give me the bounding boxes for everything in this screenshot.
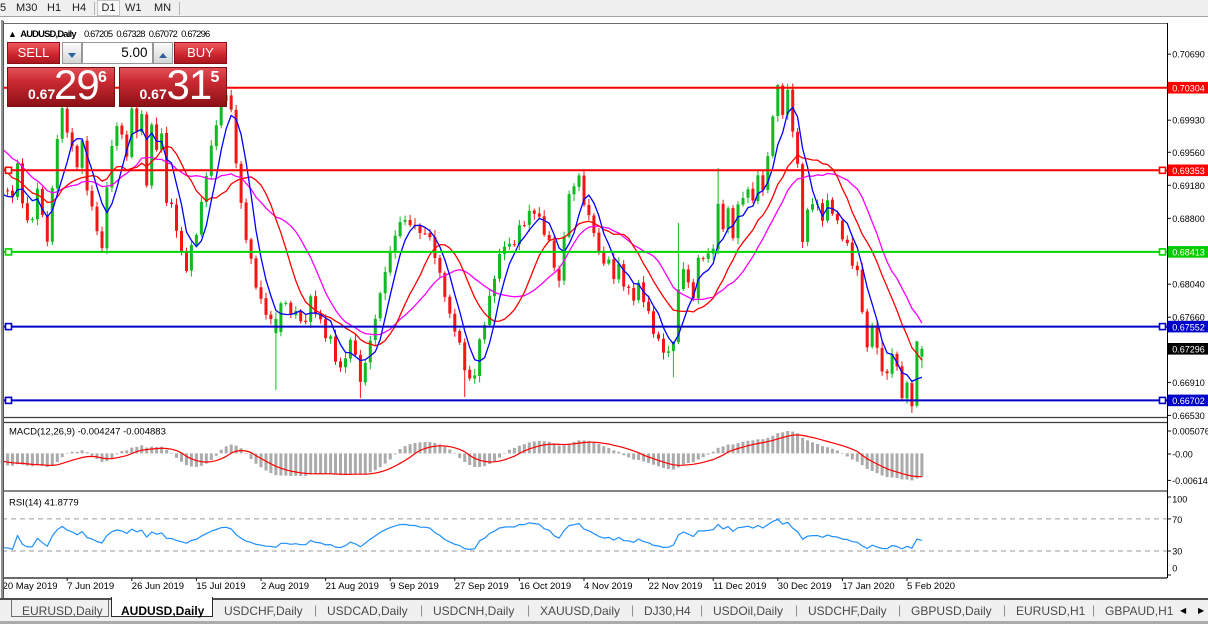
svg-text:16 Oct 2019: 16 Oct 2019 bbox=[519, 581, 571, 592]
svg-text:0.66910: 0.66910 bbox=[1172, 378, 1205, 388]
svg-text:30 Dec 2019: 30 Dec 2019 bbox=[778, 581, 832, 592]
svg-text:15 Jul 2019: 15 Jul 2019 bbox=[196, 581, 245, 592]
svg-text:5 Feb 2020: 5 Feb 2020 bbox=[907, 581, 955, 592]
svg-text:30: 30 bbox=[1172, 547, 1182, 557]
svg-text:26 Jun 2019: 26 Jun 2019 bbox=[132, 581, 184, 592]
svg-text:0.70690: 0.70690 bbox=[1172, 50, 1205, 60]
svg-text:4 Nov 2019: 4 Nov 2019 bbox=[584, 581, 633, 592]
svg-text:0.69180: 0.69180 bbox=[1172, 181, 1205, 191]
svg-text:0.68413: 0.68413 bbox=[1172, 248, 1205, 258]
svg-text:0.69560: 0.69560 bbox=[1172, 148, 1205, 158]
svg-text:0.68040: 0.68040 bbox=[1172, 280, 1205, 290]
svg-text:9 Sep 2019: 9 Sep 2019 bbox=[390, 581, 439, 592]
svg-text:0.69930: 0.69930 bbox=[1172, 116, 1205, 126]
svg-text:70: 70 bbox=[1172, 515, 1182, 525]
svg-text:0.67296: 0.67296 bbox=[1172, 345, 1205, 355]
svg-text:0.68800: 0.68800 bbox=[1172, 214, 1205, 224]
svg-text:27 Sep 2019: 27 Sep 2019 bbox=[455, 581, 509, 592]
svg-text:MACD(12,26,9) -0.004247 -0.004: MACD(12,26,9) -0.004247 -0.004883 bbox=[9, 427, 166, 438]
svg-text:22 Nov 2019: 22 Nov 2019 bbox=[649, 581, 703, 592]
svg-text:20 May 2019: 20 May 2019 bbox=[3, 581, 58, 592]
svg-text:17 Jan 2020: 17 Jan 2020 bbox=[842, 581, 894, 592]
svg-text:RSI(14) 41.8779: RSI(14) 41.8779 bbox=[9, 498, 79, 509]
svg-text:0: 0 bbox=[1172, 564, 1177, 574]
svg-text:0.66530: 0.66530 bbox=[1172, 411, 1205, 421]
svg-text:0.67552: 0.67552 bbox=[1172, 322, 1205, 332]
svg-text:0.67660: 0.67660 bbox=[1172, 313, 1205, 323]
svg-text:11 Dec 2019: 11 Dec 2019 bbox=[713, 581, 766, 592]
svg-text:2 Aug 2019: 2 Aug 2019 bbox=[261, 581, 309, 592]
svg-text:-0.00: -0.00 bbox=[1172, 450, 1193, 460]
svg-text:0.66702: 0.66702 bbox=[1172, 396, 1205, 406]
svg-text:21 Aug 2019: 21 Aug 2019 bbox=[326, 581, 379, 592]
svg-text:-0.00614: -0.00614 bbox=[1172, 476, 1208, 486]
svg-text:0.69353: 0.69353 bbox=[1172, 166, 1205, 176]
svg-text:0.70304: 0.70304 bbox=[1172, 84, 1205, 94]
svg-text:7 Jun 2019: 7 Jun 2019 bbox=[67, 581, 114, 592]
svg-text:100: 100 bbox=[1172, 495, 1187, 505]
svg-text:0.005076: 0.005076 bbox=[1172, 427, 1208, 437]
